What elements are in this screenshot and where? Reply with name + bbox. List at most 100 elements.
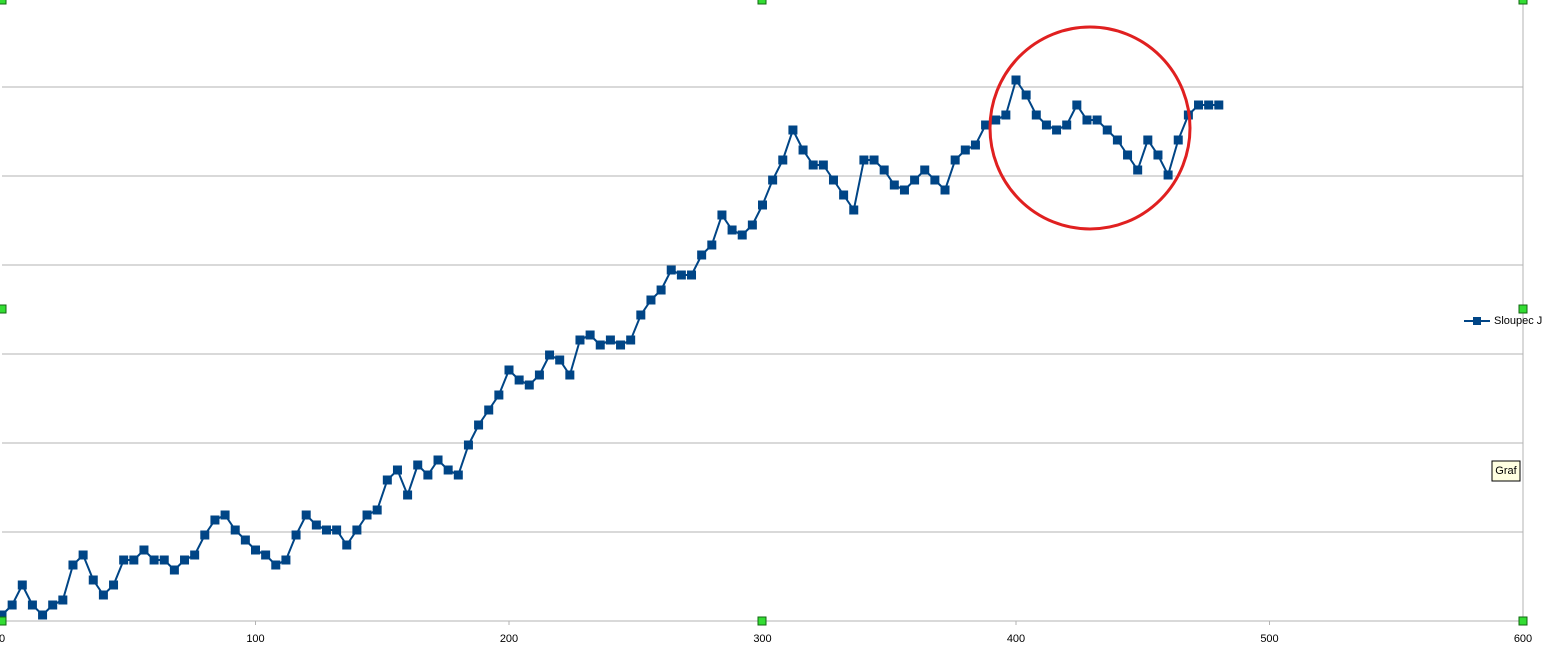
marker [98,590,108,600]
marker [666,265,676,275]
marker [768,175,778,185]
marker [717,210,727,220]
marker [433,455,443,465]
marker [859,155,869,165]
marker [930,175,940,185]
marker [920,165,930,175]
marker [149,555,159,565]
marker [1052,125,1062,135]
marker [849,205,859,215]
marker [494,390,504,400]
marker [1072,100,1082,110]
marker [1123,150,1133,160]
highlight-circle [988,25,1192,231]
marker [7,600,17,610]
selection-handle [1518,304,1528,314]
marker [453,470,463,480]
marker [1214,100,1224,110]
marker [251,545,260,555]
marker [818,160,828,170]
marker [646,295,656,305]
marker [230,525,240,535]
marker [1062,120,1072,130]
x-tick-label: 300 [753,633,771,645]
marker [352,525,362,535]
marker [1173,135,1183,145]
series-line [1,77,1219,617]
marker [372,505,382,515]
marker [524,380,534,390]
marker [981,120,991,130]
marker [839,190,849,200]
marker [119,555,129,565]
marker [940,185,950,195]
marker [889,180,899,190]
marker [382,475,392,485]
tooltip-text: Graf [1495,465,1517,477]
marker [636,310,646,320]
marker [1041,120,1051,130]
marker [281,555,291,565]
selection-handle [0,304,7,314]
marker [514,375,524,385]
marker [474,420,484,430]
x-tick-label: 100 [246,633,264,645]
marker [758,200,767,210]
marker [565,370,575,380]
marker [403,490,413,500]
marker [899,185,909,195]
selection-handle [1518,0,1528,5]
marker [808,160,818,170]
selection-handle [1518,616,1528,626]
marker [697,250,707,260]
x-tick-label: 500 [1260,633,1278,645]
selection-handle [757,0,767,5]
marker [0,610,7,620]
marker [139,545,149,555]
marker [1082,115,1092,125]
marker [1143,135,1153,145]
marker [159,555,169,565]
marker [727,225,737,235]
marker [1153,150,1163,160]
marker [1133,165,1143,175]
x-tick-label: 400 [1007,633,1025,645]
marker [190,550,200,560]
marker [443,465,453,475]
marker [362,510,372,520]
marker [910,175,920,185]
marker [828,175,838,185]
marker [220,510,230,520]
marker [58,595,68,605]
marker [68,560,78,570]
selection-handle [0,0,7,5]
marker [869,155,879,165]
marker [1021,90,1031,100]
marker [261,550,271,560]
marker [27,600,37,610]
marker [332,525,342,535]
marker [595,340,605,350]
marker [423,470,433,480]
marker [778,155,788,165]
marker [555,355,565,365]
marker [605,335,615,345]
marker [180,555,190,565]
marker [1204,100,1214,110]
marker [676,270,686,280]
marker [1163,170,1173,180]
selection-handle [757,616,767,626]
marker [687,270,697,280]
marker [534,370,544,380]
marker [747,220,757,230]
marker [38,610,48,620]
marker [413,460,423,470]
marker [707,240,717,250]
marker [545,350,555,360]
marker [991,115,1001,125]
tooltip-box [1491,460,1521,482]
x-tick-label: 600 [1514,633,1532,645]
marker [240,535,250,545]
marker [463,440,473,450]
